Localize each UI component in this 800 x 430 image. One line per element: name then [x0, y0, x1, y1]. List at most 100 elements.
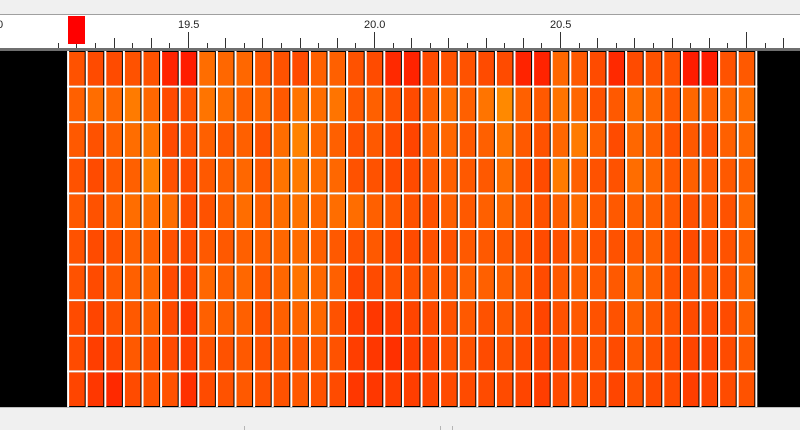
heatmap-cell	[458, 336, 476, 371]
heatmap-cell	[235, 265, 253, 300]
heatmap-cell	[347, 158, 364, 193]
heatmap-row-divider	[67, 85, 758, 88]
heatmap-cell	[644, 372, 662, 406]
heatmap-cell	[365, 230, 383, 264]
heatmap-cell	[477, 301, 494, 335]
heatmap-cell	[235, 336, 253, 371]
heatmap-cell	[551, 158, 569, 193]
heatmap-cell	[477, 230, 494, 264]
time-ruler[interactable]: 19.5 20.0 20.5 0	[0, 14, 800, 49]
heatmap-cell	[235, 230, 253, 264]
heatmap-cell	[533, 87, 550, 122]
heatmap-cell	[254, 372, 271, 406]
heatmap-cell	[272, 372, 290, 406]
heatmap-cell	[514, 158, 532, 193]
heatmap-cell	[458, 230, 476, 264]
heatmap-cell	[86, 265, 104, 300]
heatmap-cell	[700, 372, 718, 406]
heatmap-cell	[347, 265, 364, 300]
heatmap-cell	[216, 230, 234, 264]
heatmap-cell	[719, 265, 736, 300]
heatmap-cell	[402, 123, 420, 157]
heatmap-cell	[551, 87, 569, 122]
heatmap-row-divider	[67, 334, 758, 337]
heatmap-cell	[737, 123, 755, 157]
heatmap-cell	[421, 87, 439, 122]
heatmap-cell	[309, 301, 327, 335]
heatmap-row-divider	[67, 228, 758, 230]
heatmap-cell	[254, 158, 271, 193]
heatmap-cell	[495, 123, 513, 157]
heatmap-cell	[105, 194, 122, 228]
heatmap-cell	[737, 194, 755, 228]
range-start-marker[interactable]	[68, 16, 86, 44]
heatmap-cell	[198, 265, 215, 300]
heatmap-cell	[719, 301, 736, 335]
heatmap-cell	[254, 336, 271, 371]
heatmap-cell	[663, 372, 680, 406]
heatmap-cell	[440, 123, 457, 157]
heatmap-cell	[384, 158, 401, 193]
heatmap-cell	[272, 265, 290, 300]
heatmap-cell	[495, 87, 513, 122]
heatmap-cell	[737, 372, 755, 406]
heatmap-cell	[254, 194, 271, 228]
heatmap-cell	[235, 372, 253, 406]
heatmap-cell	[681, 336, 699, 371]
heatmap-cell	[384, 230, 401, 264]
heatmap-cell	[179, 372, 197, 406]
heatmap-cell	[365, 265, 383, 300]
heatmap-cell	[86, 336, 104, 371]
heatmap-cell	[607, 372, 625, 406]
heatmap-cell	[161, 87, 178, 122]
heatmap-cell	[347, 336, 364, 371]
heatmap-cell	[458, 158, 476, 193]
heatmap-cell	[309, 265, 327, 300]
heatmap-cell	[161, 230, 178, 264]
heatmap-cell	[588, 372, 606, 406]
heatmap-cell	[421, 230, 439, 264]
heatmap-cell	[514, 52, 532, 86]
heatmap-cell	[719, 194, 736, 228]
heatmap-cell	[644, 301, 662, 335]
heatmap-cell	[626, 265, 643, 300]
heatmap-cell	[272, 87, 290, 122]
heatmap-cell	[681, 52, 699, 86]
heatmap-cell	[533, 230, 550, 264]
heatmap-cell	[458, 52, 476, 86]
heatmap-cell	[588, 194, 606, 228]
heatmap-row-divider	[67, 156, 758, 159]
heatmap-cell	[142, 372, 160, 406]
heatmap-cell	[681, 372, 699, 406]
heatmap-cell	[161, 158, 178, 193]
heatmap-cell	[365, 372, 383, 406]
ruler-scale: 19.5 20.0 20.5 0	[0, 19, 784, 49]
heatmap-cell	[123, 158, 141, 193]
heatmap-cell	[347, 372, 364, 406]
heatmap-cell	[495, 230, 513, 264]
heatmap-cell	[663, 52, 680, 86]
heatmap-cell	[105, 158, 122, 193]
horizontal-scrollbar[interactable]	[0, 407, 800, 430]
heatmap-cell	[551, 301, 569, 335]
heatmap-cell	[123, 336, 141, 371]
heatmap-cell	[719, 87, 736, 122]
heatmap-cell	[309, 230, 327, 264]
heatmap-cell	[68, 194, 85, 228]
heatmap-cell	[588, 158, 606, 193]
heatmap-cell	[421, 301, 439, 335]
heatmap-cell	[68, 372, 85, 406]
heatmap-cell	[328, 230, 346, 264]
heatmap-cell	[477, 87, 494, 122]
heatmap-cell	[328, 372, 346, 406]
heatmap-cell	[179, 265, 197, 300]
heatmap-cell	[272, 52, 290, 86]
heatmap-cell	[254, 87, 271, 122]
heatmap-cell	[123, 52, 141, 86]
heatmap-track[interactable]	[0, 51, 800, 407]
heatmap-cell	[440, 158, 457, 193]
heatmap-cell	[737, 301, 755, 335]
heatmap-cell	[216, 87, 234, 122]
heatmap-cell	[644, 87, 662, 122]
heatmap-cell	[142, 123, 160, 157]
